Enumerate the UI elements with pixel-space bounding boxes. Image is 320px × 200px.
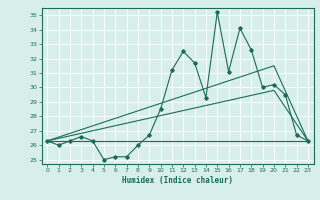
X-axis label: Humidex (Indice chaleur): Humidex (Indice chaleur) bbox=[122, 176, 233, 185]
